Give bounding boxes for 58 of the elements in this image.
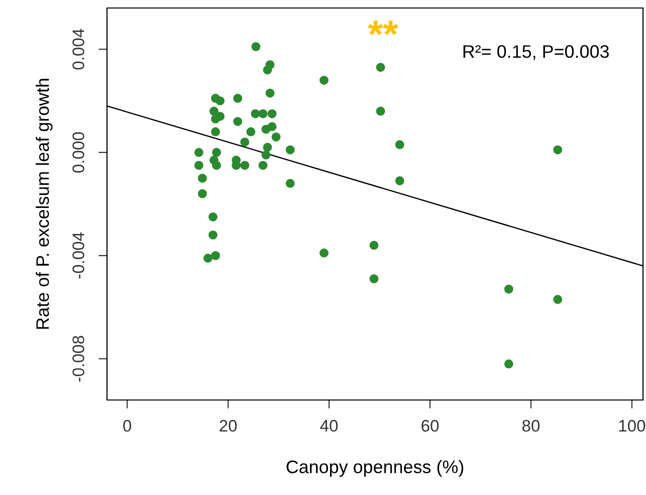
- point: [268, 109, 277, 118]
- x-tick-label: 20: [220, 420, 237, 432]
- point: [208, 212, 218, 222]
- point: [250, 109, 260, 118]
- point: [240, 160, 250, 170]
- point: [376, 62, 386, 72]
- point: [320, 76, 329, 85]
- x-axis-title: Canopy openness (%): [286, 460, 464, 477]
- point: [208, 230, 218, 240]
- point: [504, 284, 514, 294]
- x-tick-label: 0: [123, 420, 132, 432]
- point: [212, 148, 222, 157]
- x-tick-label: 40: [320, 420, 338, 432]
- point: [246, 127, 256, 136]
- point: [320, 248, 329, 258]
- point: [210, 106, 218, 116]
- point: [203, 254, 212, 263]
- point: [211, 127, 220, 136]
- point: [553, 145, 562, 154]
- point: [376, 106, 386, 116]
- point: [198, 174, 207, 183]
- y-tick-label: 0.000: [72, 132, 84, 173]
- point: [258, 109, 268, 118]
- x-tick-label: 60: [422, 420, 439, 432]
- point: [272, 132, 281, 142]
- point: [251, 42, 260, 52]
- annotation: R²= 0.15, P=0.003: [464, 45, 609, 60]
- x-tick-label: 100: [619, 420, 646, 432]
- point: [263, 65, 272, 74]
- point: [553, 294, 562, 304]
- point: [369, 240, 378, 250]
- point: [198, 189, 207, 198]
- point: [240, 138, 250, 147]
- point: [211, 251, 220, 260]
- point: [504, 359, 514, 368]
- point: [194, 148, 204, 157]
- y-tick-label: 0.004: [72, 28, 84, 70]
- point: [261, 150, 270, 160]
- point: [212, 160, 222, 170]
- point: [194, 160, 204, 170]
- point: [268, 122, 277, 132]
- point: [266, 88, 275, 98]
- point: [258, 160, 268, 170]
- y-tick-label: -0.004: [72, 232, 84, 278]
- point: [233, 94, 242, 103]
- point: [233, 116, 242, 126]
- point: [395, 176, 404, 186]
- point: [369, 274, 378, 284]
- annotation: **: [368, 20, 398, 36]
- point: [263, 142, 272, 152]
- point: [286, 178, 295, 188]
- point: [216, 112, 225, 121]
- point: [395, 140, 404, 150]
- point: [286, 145, 295, 154]
- x-tick-label: 80: [522, 420, 540, 432]
- point: [216, 96, 225, 106]
- y-tick-label: -0.008: [72, 336, 84, 382]
- y-axis-title: Rate of P. excelsum leaf growth: [36, 78, 53, 329]
